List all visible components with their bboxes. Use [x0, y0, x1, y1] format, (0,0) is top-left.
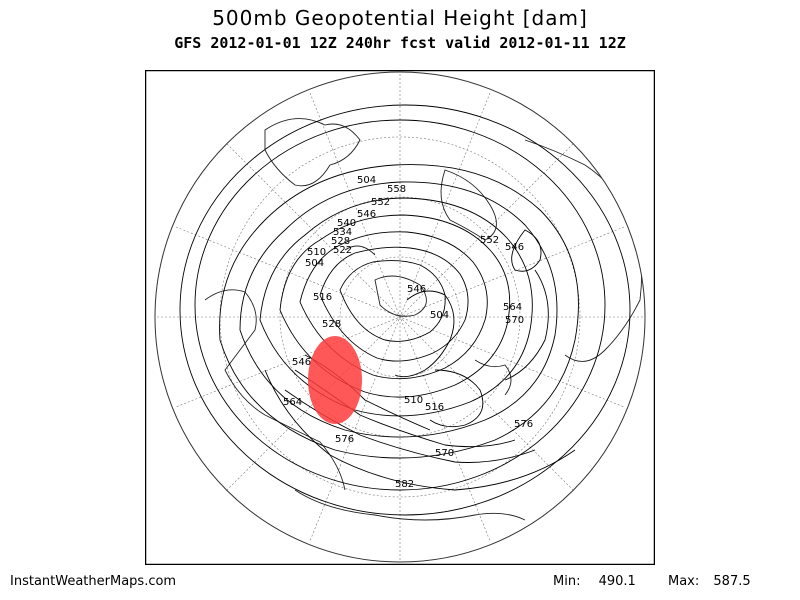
- contour-label: 582: [395, 479, 414, 490]
- contour-label: 546: [357, 209, 376, 220]
- map-subtitle: GFS 2012-01-01 12Z 240hr fcst valid 2012…: [174, 34, 626, 52]
- min-readout: Min: 490.1: [553, 574, 636, 589]
- meridians: [155, 72, 645, 562]
- min-label: Min:: [553, 574, 581, 589]
- contour-label: 570: [505, 315, 524, 326]
- contour-labels: 504 558 552 546 540 534 528 522 510 504 …: [283, 175, 533, 490]
- contour-label: 504: [357, 175, 376, 186]
- contour-label: 528: [322, 319, 341, 330]
- max-value: 587.5: [713, 574, 751, 589]
- coastlines: [204, 118, 643, 521]
- contour-label: 576: [335, 434, 354, 445]
- contour-label: 516: [313, 292, 332, 303]
- contour-label: 528: [331, 236, 350, 247]
- contour-label: 546: [292, 357, 311, 368]
- contour-label: 546: [407, 284, 426, 295]
- polar-height-map: 504 558 552 546 540 534 528 522 510 504 …: [145, 70, 655, 565]
- height-contours: [179, 104, 631, 516]
- contour-label: 546: [505, 242, 524, 253]
- contour-label: 570: [435, 448, 454, 459]
- map-title: 500mb Geopotential Height [dam]: [212, 6, 588, 30]
- contour-label: 558: [387, 184, 406, 195]
- max-readout: Max: 587.5: [668, 574, 751, 589]
- contour-label: 564: [503, 302, 522, 313]
- contour-label: 504: [305, 258, 324, 269]
- contour-label: 510: [307, 247, 326, 258]
- contour-label: 510: [404, 395, 423, 406]
- contour-label: 564: [283, 397, 302, 408]
- contour-label: 504: [430, 310, 449, 321]
- min-value: 490.1: [598, 574, 636, 589]
- highlight-oval: [308, 336, 362, 424]
- contour-label: 552: [371, 197, 390, 208]
- map-frame: [145, 70, 655, 565]
- contour-label: 516: [425, 402, 444, 413]
- contour-label: 522: [333, 245, 352, 256]
- contour-label: 576: [514, 419, 533, 430]
- contour-label: 534: [333, 227, 352, 238]
- source-credit: InstantWeatherMaps.com: [10, 574, 177, 589]
- max-label: Max:: [668, 574, 700, 589]
- contour-label: 540: [337, 218, 356, 229]
- contour-label: 552: [480, 235, 499, 246]
